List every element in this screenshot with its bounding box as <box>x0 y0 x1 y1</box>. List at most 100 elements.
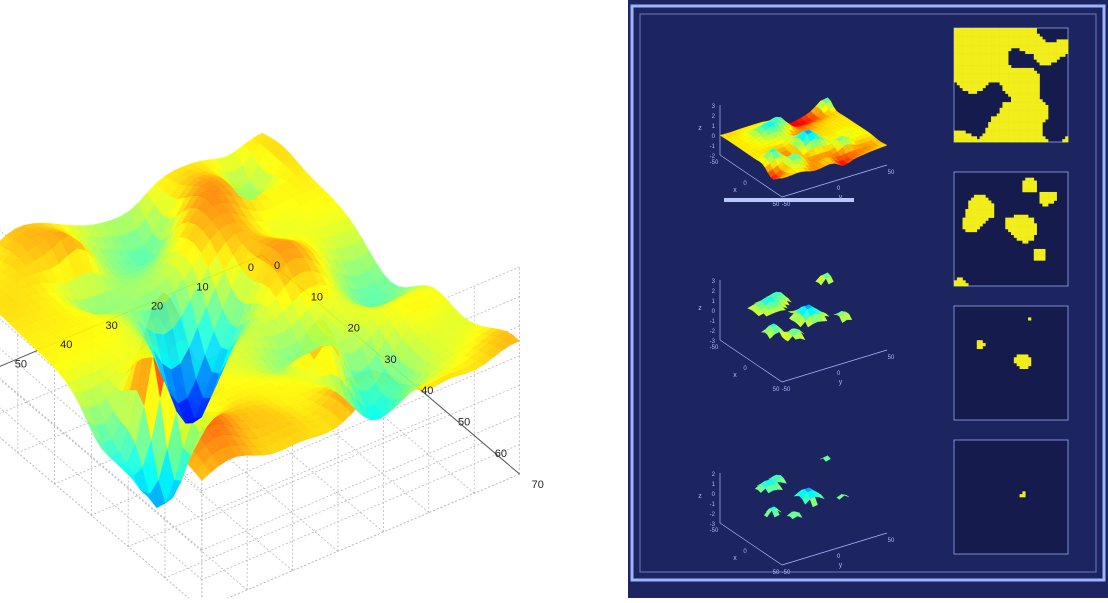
map-cell <box>963 45 966 48</box>
map-cell <box>980 220 983 223</box>
map-cell <box>1000 82 1003 85</box>
map-cell <box>1020 79 1023 82</box>
map-cell <box>1025 235 1028 238</box>
map-cell <box>983 206 986 209</box>
map-cell <box>1057 39 1060 42</box>
map-cell <box>1045 62 1048 65</box>
map-cell <box>1025 215 1028 218</box>
map-cell <box>1040 59 1043 62</box>
map-cell <box>1022 354 1025 357</box>
map-cell <box>1020 45 1023 48</box>
map-cell <box>1005 54 1008 57</box>
map-cell <box>960 39 963 42</box>
map-cell <box>1008 136 1011 139</box>
map-cell <box>971 57 974 60</box>
map-cell <box>1048 45 1051 48</box>
map-cell <box>1014 122 1017 125</box>
map-cell <box>1022 360 1025 363</box>
map-cell <box>994 68 997 71</box>
map-cell <box>985 48 988 51</box>
map-cell <box>963 71 966 74</box>
map-cell <box>985 42 988 45</box>
map-cell <box>1000 39 1003 42</box>
map-cell <box>980 195 983 198</box>
map-cell <box>971 85 974 88</box>
map-cell <box>957 28 960 31</box>
map-cell <box>1045 195 1048 198</box>
map-cell <box>1057 51 1060 54</box>
map-cell <box>980 65 983 68</box>
map-cell <box>1028 94 1031 97</box>
map-cell <box>968 62 971 65</box>
map-cell <box>1025 139 1028 142</box>
map-cell <box>980 136 983 139</box>
map-cell <box>980 34 983 37</box>
map-cell <box>980 57 983 60</box>
map-cell <box>977 57 980 60</box>
map-cell <box>1034 99 1037 102</box>
map-cell <box>1014 85 1017 88</box>
map-cell <box>954 280 957 283</box>
map-cell <box>1048 198 1051 201</box>
map-cell <box>1000 116 1003 119</box>
map-cell <box>1031 114 1034 117</box>
map-cell <box>1017 31 1020 34</box>
map-cell <box>974 31 977 34</box>
map-cell <box>991 51 994 54</box>
map-cell <box>1062 139 1065 142</box>
map-cell <box>988 125 991 128</box>
map-cell <box>1025 28 1028 31</box>
map-cell <box>1045 48 1048 51</box>
map-cell <box>1017 74 1020 77</box>
map-cell <box>971 45 974 48</box>
map-cell <box>983 65 986 68</box>
map-cell <box>974 198 977 201</box>
map-cell <box>1008 85 1011 88</box>
map-cell <box>1031 99 1034 102</box>
map-cell <box>968 85 971 88</box>
map-cell <box>977 45 980 48</box>
map-cell <box>1017 102 1020 105</box>
map-cell <box>1002 122 1005 125</box>
map-cell <box>1014 215 1017 218</box>
map-cell <box>1022 128 1025 131</box>
map-cell <box>968 57 971 60</box>
map-cell <box>1037 79 1040 82</box>
map-cell <box>983 136 986 139</box>
map-cell <box>1011 229 1014 232</box>
map-cell <box>997 37 1000 40</box>
map-cell <box>977 54 980 57</box>
map-cell <box>983 51 986 54</box>
map-cell <box>965 34 968 37</box>
map-cell <box>1014 119 1017 122</box>
map-cell <box>1054 59 1057 62</box>
map-cell <box>1031 232 1034 235</box>
map-cell <box>1028 114 1031 117</box>
map-cell <box>1051 57 1054 60</box>
map-cell <box>985 28 988 31</box>
x-tick-label: 50 <box>773 202 780 208</box>
map-cell <box>1040 62 1043 65</box>
map-cell <box>1057 57 1060 60</box>
map-cell <box>960 45 963 48</box>
map-cell <box>954 283 957 286</box>
map-cell <box>980 37 983 40</box>
map-cell <box>974 206 977 209</box>
map-cell <box>1065 42 1068 45</box>
map-cell <box>957 283 960 286</box>
map-cell <box>1025 240 1028 243</box>
map-cell <box>1040 258 1043 261</box>
map-cell <box>1048 54 1051 57</box>
map-cell <box>1028 39 1031 42</box>
map-cell <box>991 76 994 79</box>
map-cell <box>1031 111 1034 114</box>
map-cell <box>1008 111 1011 114</box>
map-cell <box>1040 201 1043 204</box>
map-cell <box>1008 34 1011 37</box>
map-cell <box>1008 102 1011 105</box>
map-cell <box>1042 119 1045 122</box>
y-tick-label: -50 <box>782 387 791 393</box>
map-cell <box>1005 71 1008 74</box>
map-cell <box>983 79 986 82</box>
map-cell <box>1048 57 1051 60</box>
